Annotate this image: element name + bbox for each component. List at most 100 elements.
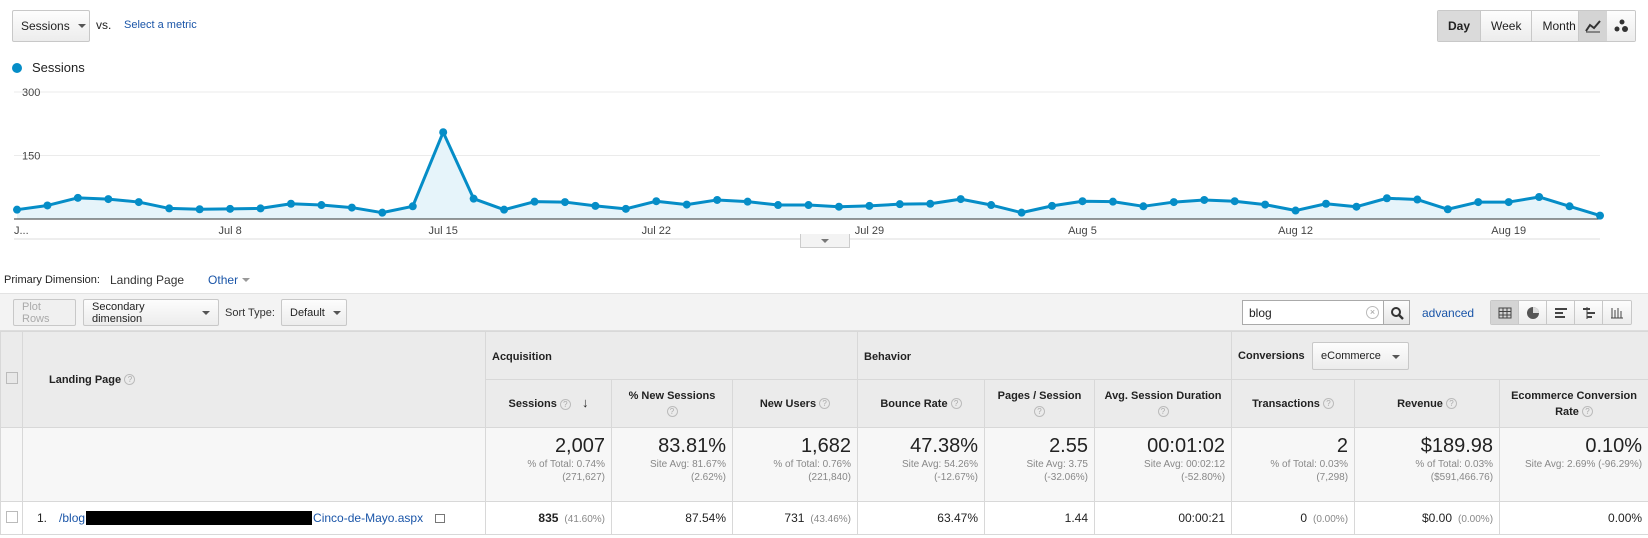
data-point <box>926 199 935 208</box>
data-point <box>134 198 143 207</box>
data-point <box>104 195 113 204</box>
conversion-rate-column-header[interactable]: Ecommerce Conversion Rate ? <box>1499 379 1648 428</box>
data-point <box>1108 197 1117 206</box>
chevron-down-icon <box>202 310 210 315</box>
series-color-dot <box>12 62 22 73</box>
help-icon[interactable]: ? <box>1581 406 1593 418</box>
line-chart-button[interactable] <box>1579 11 1607 41</box>
week-button[interactable]: Week <box>1481 11 1533 41</box>
total-avg-duration: 00:01:02 Site Avg: 00:02:12 (-52.80%) <box>1093 427 1233 502</box>
help-icon[interactable]: ? <box>666 406 678 418</box>
row-new-sessions: 87.54% <box>611 501 733 535</box>
data-point <box>1596 211 1604 220</box>
total-value: 1,682 <box>800 435 851 457</box>
pie-view-button[interactable] <box>1519 301 1547 324</box>
select-all-checkbox[interactable] <box>5 372 18 384</box>
chart-legend: Sessions <box>12 60 85 75</box>
metric-selector[interactable]: Sessions <box>12 10 90 42</box>
day-button[interactable]: Day <box>1438 11 1482 41</box>
x-tick-label: Jul 15 <box>429 225 458 237</box>
row-transactions: 0 (0.00%) <box>1231 501 1356 535</box>
data-point <box>1048 201 1057 210</box>
primary-dimension-landing-page[interactable]: Landing Page <box>109 273 185 287</box>
chart-type-toggle <box>1578 10 1636 42</box>
performance-icon <box>1554 307 1567 318</box>
help-icon[interactable]: ? <box>1322 398 1334 410</box>
transactions-header-label: Transactions <box>1252 397 1320 410</box>
help-icon[interactable]: ? <box>124 373 136 385</box>
clear-icon[interactable]: × <box>1366 306 1379 319</box>
help-icon[interactable]: ? <box>559 398 571 410</box>
sort-type-select[interactable]: Default <box>281 299 347 326</box>
conversions-goal-select[interactable]: eCommerce <box>1312 341 1409 370</box>
search-button[interactable] <box>1384 300 1410 325</box>
sessions-column-header[interactable]: Sessions ? ↓ <box>485 379 612 428</box>
row-pages-session: 1.44 <box>984 501 1095 535</box>
new-sessions-column-header[interactable]: % New Sessions ? <box>611 379 733 428</box>
legend-sessions-label: Sessions <box>32 60 85 75</box>
help-icon[interactable]: ? <box>819 398 831 410</box>
x-tick-label: Jul 22 <box>642 225 671 237</box>
secondary-dimension-select[interactable]: Secondary dimension <box>83 299 219 326</box>
chevron-down-icon <box>77 24 86 28</box>
bounce-rate-header-label: Bounce Rate <box>880 397 948 410</box>
primary-dimension-other[interactable]: Other <box>208 273 251 287</box>
data-point <box>591 201 600 210</box>
new-users-header-label: New Users <box>759 397 817 410</box>
avg-duration-column-header[interactable]: Avg. Session Duration ? <box>1093 379 1233 428</box>
advanced-filter-link[interactable]: advanced <box>1422 306 1475 320</box>
total-subline: % of Total: 0.03% <box>1415 459 1494 470</box>
performance-view-button[interactable] <box>1547 301 1575 324</box>
landing-page-link-start[interactable]: /blog <box>59 511 86 525</box>
help-icon[interactable]: ? <box>1034 406 1045 418</box>
data-table-view-button[interactable] <box>1491 301 1519 324</box>
x-tick-label: Jul 8 <box>218 225 241 237</box>
bounce-rate-column-header[interactable]: Bounce Rate ? <box>857 379 985 428</box>
data-point <box>530 197 539 206</box>
vs-label: vs. <box>96 18 112 32</box>
help-icon[interactable]: ? <box>950 398 962 410</box>
help-icon[interactable]: ? <box>1157 406 1169 418</box>
data-point <box>469 194 478 203</box>
revenue-column-header[interactable]: Revenue ? <box>1354 379 1501 428</box>
data-point <box>378 208 387 217</box>
motion-chart-button[interactable] <box>1607 11 1635 41</box>
plot-rows-button[interactable]: Plot Rows <box>13 299 76 326</box>
total-value: 2,007 <box>554 435 605 457</box>
help-icon[interactable]: ? <box>1445 398 1457 410</box>
table-search-input[interactable]: blog × <box>1242 300 1384 325</box>
pages-session-column-header[interactable]: Pages / Session ? <box>984 379 1095 428</box>
totals-label-cell <box>22 427 486 502</box>
chevron-down-icon <box>332 310 341 315</box>
data-point <box>804 201 813 210</box>
select-metric-link[interactable]: Select a metric <box>124 19 197 31</box>
month-button[interactable]: Month <box>1532 11 1586 41</box>
total-value: $189.98 <box>1420 435 1494 457</box>
data-point <box>1139 202 1148 211</box>
term-cloud-view-button[interactable] <box>1603 301 1631 324</box>
total-subline: Site Avg: 2.69% (-96.29%) <box>1524 459 1643 470</box>
data-point <box>1017 208 1026 217</box>
transactions-column-header[interactable]: Transactions ? <box>1231 379 1356 428</box>
period-toggle: Day Week Month <box>1437 10 1587 42</box>
open-link-icon[interactable] <box>435 513 446 523</box>
data-point <box>439 128 448 137</box>
data-point <box>347 203 356 212</box>
row-checkbox[interactable] <box>5 510 18 523</box>
landing-page-link-end[interactable]: Cinco-de-Mayo.aspx <box>313 511 424 525</box>
data-point <box>1352 202 1361 211</box>
collapse-chart-tab[interactable] <box>800 234 850 248</box>
total-bounce-rate: 47.38% Site Avg: 54.26% (-12.67%) <box>857 427 985 502</box>
redacted-block <box>86 511 313 525</box>
chevron-down-icon <box>242 278 251 282</box>
report-table: Landing Page ? Acquisition Behavior Conv… <box>0 331 1648 535</box>
landing-page-column-header[interactable]: Landing Page ? <box>22 331 486 428</box>
comparison-view-button[interactable] <box>1575 301 1603 324</box>
x-tick-label: Aug 19 <box>1491 225 1526 237</box>
data-point <box>1230 197 1239 206</box>
data-point <box>1169 198 1178 207</box>
total-subline: % of Total: 0.76% <box>773 459 851 470</box>
data-point <box>165 204 174 213</box>
data-point <box>560 198 569 207</box>
new-users-column-header[interactable]: New Users ? <box>732 379 858 428</box>
